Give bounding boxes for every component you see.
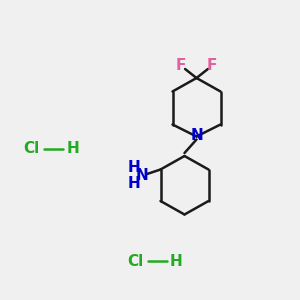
Text: N: N xyxy=(135,168,148,183)
Text: Cl: Cl xyxy=(23,141,40,156)
Text: H: H xyxy=(128,160,141,175)
Text: F: F xyxy=(176,58,186,73)
Text: F: F xyxy=(207,58,217,73)
Text: Cl: Cl xyxy=(127,254,143,268)
Text: H: H xyxy=(67,141,79,156)
Text: H: H xyxy=(170,254,183,268)
Text: N: N xyxy=(190,128,203,142)
Text: H: H xyxy=(128,176,141,191)
